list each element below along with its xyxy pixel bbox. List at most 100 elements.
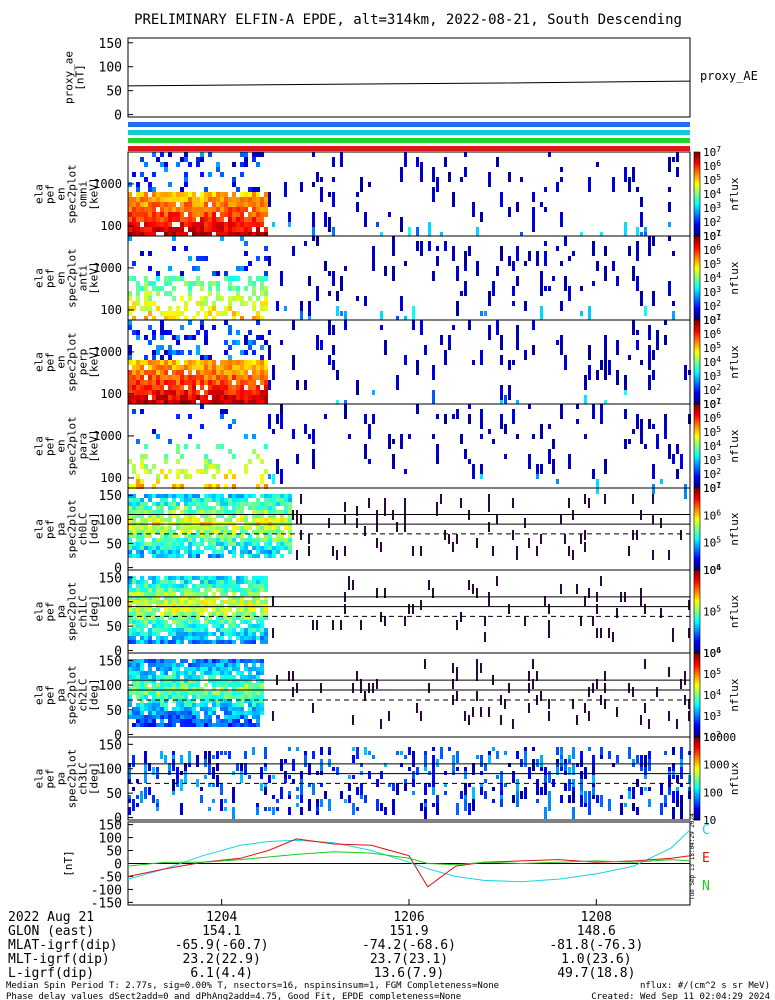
spectrogram-cell xyxy=(332,157,335,162)
spectrogram-cell xyxy=(136,538,140,542)
spectrogram-cell xyxy=(260,197,264,202)
spectrogram-cell xyxy=(296,380,299,390)
spectrogram-cell xyxy=(192,675,196,679)
spectrogram-cell xyxy=(220,584,224,588)
spectrogram-cell xyxy=(260,355,264,360)
spectrogram-cell xyxy=(216,162,220,167)
spectrogram-cell xyxy=(216,291,220,296)
spectrogram-cell xyxy=(232,799,235,803)
spectrogram-cell xyxy=(456,803,459,815)
spectrogram-cell xyxy=(216,192,220,197)
pitch-colorbar-segment xyxy=(694,720,700,723)
spectrogram-cell xyxy=(160,162,164,167)
spectrogram-cell xyxy=(192,576,196,580)
spectrogram-cell xyxy=(244,241,248,246)
spectrogram-cell xyxy=(480,771,483,775)
spectrogram-cell xyxy=(600,795,603,807)
spectrogram-cell xyxy=(196,227,200,232)
spectrogram-cell xyxy=(680,530,682,540)
spectrogram-cell xyxy=(244,498,248,502)
spectrogram-cell xyxy=(532,320,535,330)
spectrogram-cell xyxy=(220,799,223,811)
spectrogram-cell xyxy=(216,484,220,489)
spectrogram-cell xyxy=(212,217,216,222)
pitch-colorbar-segment xyxy=(694,663,700,667)
spectrogram-cell xyxy=(196,695,200,699)
spectrogram-cell xyxy=(688,699,690,709)
spectrogram-cell xyxy=(292,429,295,439)
spectrogram-cell xyxy=(136,534,140,538)
spectrogram-cell xyxy=(228,296,232,301)
spectrogram-cell xyxy=(168,266,172,271)
spectrogram-cell xyxy=(260,691,264,695)
spectrogram-cell xyxy=(200,695,204,699)
spectrogram-cell xyxy=(220,534,224,538)
spectrogram-cell xyxy=(188,530,192,534)
spectrogram-cell xyxy=(192,380,196,385)
pitch-colorbar-segment xyxy=(694,684,700,688)
spectrogram-cell xyxy=(160,620,164,624)
spectrogram-cell xyxy=(160,498,164,502)
spectrogram-cell xyxy=(268,775,271,783)
spectrogram-cell xyxy=(232,703,236,707)
spectrogram-cell xyxy=(168,628,172,632)
spectrogram-cell xyxy=(432,803,435,807)
pitch-colorbar-segment xyxy=(694,674,700,677)
spectrogram-cell xyxy=(156,286,160,291)
spectrogram-cell xyxy=(152,380,156,385)
spectrogram-cell xyxy=(516,335,519,350)
pitch-tick-label: 150 xyxy=(99,738,122,753)
spectrogram-cell xyxy=(356,747,359,759)
spectrogram-cell xyxy=(196,510,200,514)
energy-colorbar-tick-label: 107 xyxy=(703,397,721,411)
spectrogram-cell xyxy=(144,600,148,604)
spectrogram-cell xyxy=(256,222,260,227)
spectrogram-cell xyxy=(200,320,204,325)
pitch-colorbar-segment xyxy=(694,531,700,534)
spectrogram-cell xyxy=(256,604,260,608)
spectrogram-cell xyxy=(580,534,582,544)
spectrogram-cell xyxy=(176,335,180,340)
spectrogram-cell xyxy=(536,671,538,681)
spectrogram-cell xyxy=(600,409,603,424)
spectrogram-cell xyxy=(264,580,268,584)
spectrogram-cell xyxy=(256,217,260,222)
spectrogram-cell xyxy=(276,510,280,514)
spectrogram-cell xyxy=(648,241,651,256)
spectrogram-cell xyxy=(232,675,236,679)
spectrogram-cell xyxy=(240,616,244,620)
spectrogram-cell xyxy=(156,596,160,600)
energy-colorbar-segment xyxy=(694,336,700,340)
bfield-tick-label: 50 xyxy=(106,845,122,860)
spectrogram-cell xyxy=(160,663,164,667)
spectrogram-cell xyxy=(204,400,208,405)
spectrogram-cell xyxy=(276,518,280,522)
spectrogram-cell xyxy=(196,380,200,385)
ephemeris-row-label: GLON (east) xyxy=(8,924,94,939)
spectrogram-cell xyxy=(276,494,280,498)
spectrogram-cell xyxy=(160,546,164,550)
spectrogram-cell xyxy=(212,580,216,584)
spectrogram-cell xyxy=(196,715,200,719)
spectrogram-cell xyxy=(640,429,643,444)
pitch-colorbar-segment xyxy=(694,578,700,581)
pitch-colorbar-segment xyxy=(694,795,700,798)
spectrogram-cell xyxy=(140,375,144,380)
spectrogram-cell xyxy=(584,385,587,390)
spectrogram-cell xyxy=(632,759,635,763)
spectrogram-cell xyxy=(296,683,298,693)
energy-panel-ylabel-line: pef xyxy=(44,268,57,288)
energy-colorbar-label: nflux xyxy=(728,429,741,462)
spectrogram-cell xyxy=(208,534,212,538)
spectrogram-cell xyxy=(184,534,188,538)
energy-colorbar-segment xyxy=(694,208,700,212)
spectrogram-cell xyxy=(188,385,192,390)
spectrogram-cell xyxy=(208,554,212,558)
pitch-colorbar-segment xyxy=(694,749,700,753)
energy-colorbar-segment xyxy=(694,196,700,199)
spectrogram-cell xyxy=(188,217,192,222)
pitch-colorbar-segment xyxy=(694,518,700,522)
spectrogram-cell xyxy=(136,375,140,380)
energy-panel-ylabel-line: ela xyxy=(33,268,46,288)
energy-colorbar-segment xyxy=(694,343,700,346)
